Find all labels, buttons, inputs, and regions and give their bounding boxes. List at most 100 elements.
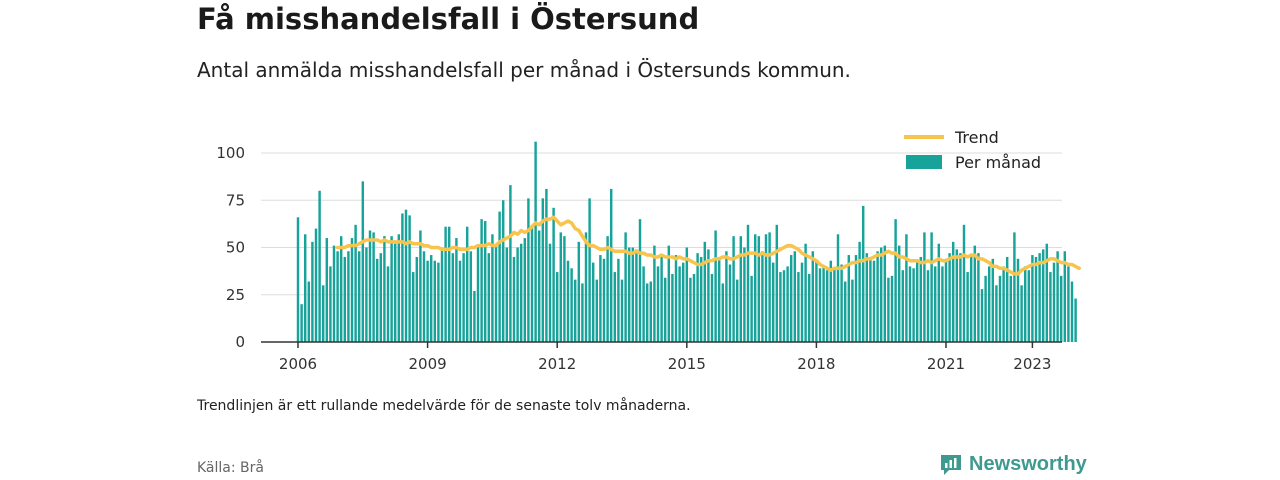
bar	[437, 262, 440, 342]
bar	[829, 260, 833, 342]
bar	[599, 255, 602, 342]
bar	[951, 241, 955, 342]
bar	[926, 270, 930, 342]
bar	[930, 232, 933, 342]
bar	[307, 281, 311, 342]
bar	[897, 245, 901, 342]
bar	[1002, 266, 1005, 342]
bar	[1052, 262, 1056, 342]
bar	[941, 266, 944, 342]
bar	[1013, 232, 1016, 342]
bar	[534, 141, 537, 342]
bar	[602, 258, 606, 342]
bar	[469, 251, 473, 342]
newsworthy-logo-icon	[941, 455, 961, 475]
bar	[559, 232, 563, 342]
bar	[523, 238, 527, 342]
bar	[1038, 253, 1041, 342]
bar	[743, 247, 746, 342]
bar	[365, 247, 368, 342]
bar	[343, 256, 347, 342]
bar	[552, 207, 555, 342]
bar	[1070, 281, 1074, 342]
bar	[649, 281, 653, 342]
bar	[617, 258, 620, 342]
bar	[1016, 258, 1020, 342]
bar	[390, 236, 393, 342]
y-tick-label: 0	[235, 333, 245, 351]
bar	[678, 266, 681, 342]
bar	[401, 213, 404, 342]
bar	[595, 279, 599, 342]
bar	[811, 251, 815, 342]
bar	[807, 273, 811, 342]
bar	[987, 266, 991, 342]
bar	[757, 236, 761, 342]
x-tick-label: 2018	[797, 355, 835, 373]
bar	[357, 251, 361, 342]
bar	[671, 273, 674, 342]
bar	[1005, 256, 1009, 342]
bar	[948, 253, 951, 342]
legend-trend-label: Trend	[954, 128, 999, 147]
bar	[548, 243, 552, 342]
bar	[606, 236, 609, 342]
bar	[771, 262, 775, 342]
legend-bar-label: Per månad	[955, 153, 1041, 172]
bar	[321, 285, 325, 342]
bar	[393, 243, 397, 342]
bar	[836, 234, 840, 342]
bar	[825, 270, 829, 342]
bar	[1049, 272, 1052, 342]
bar	[645, 283, 649, 342]
bar	[332, 245, 336, 342]
bar	[1074, 298, 1077, 342]
bar	[419, 230, 422, 342]
bar	[1063, 251, 1067, 342]
bar	[689, 277, 692, 342]
bar	[717, 256, 721, 342]
bar	[980, 289, 984, 342]
bar	[779, 272, 782, 342]
bar	[325, 238, 329, 342]
bar	[296, 217, 300, 342]
bar	[833, 268, 836, 342]
bar	[789, 255, 793, 342]
brand-logo[interactable]: Newsworthy	[939, 452, 1087, 476]
bar	[624, 232, 627, 342]
bar	[865, 253, 869, 342]
bar	[1041, 249, 1045, 342]
bar	[422, 251, 426, 342]
bar	[1056, 251, 1059, 342]
bar	[1023, 266, 1027, 342]
bar	[584, 232, 588, 342]
bar	[854, 255, 858, 342]
bar	[447, 226, 451, 342]
bar	[408, 215, 411, 342]
bar	[822, 266, 825, 342]
bar	[851, 279, 854, 342]
bar	[635, 249, 638, 342]
bar	[501, 200, 505, 342]
bar	[318, 190, 321, 342]
bar	[426, 260, 429, 342]
bar	[465, 226, 469, 342]
bar	[793, 251, 797, 342]
bar	[519, 243, 523, 342]
bar	[631, 247, 635, 342]
bar	[869, 256, 872, 342]
bar	[915, 262, 919, 342]
bar	[541, 198, 545, 342]
bar	[901, 270, 905, 342]
y-tick-label: 75	[226, 191, 245, 209]
bar	[663, 277, 667, 342]
bar	[487, 253, 491, 342]
bar	[933, 266, 937, 342]
bar	[818, 268, 822, 342]
x-tick-label: 2012	[538, 355, 576, 373]
bar	[620, 279, 624, 342]
bar	[537, 230, 541, 342]
bar	[494, 243, 498, 342]
bar	[995, 285, 998, 342]
bar	[887, 277, 890, 342]
